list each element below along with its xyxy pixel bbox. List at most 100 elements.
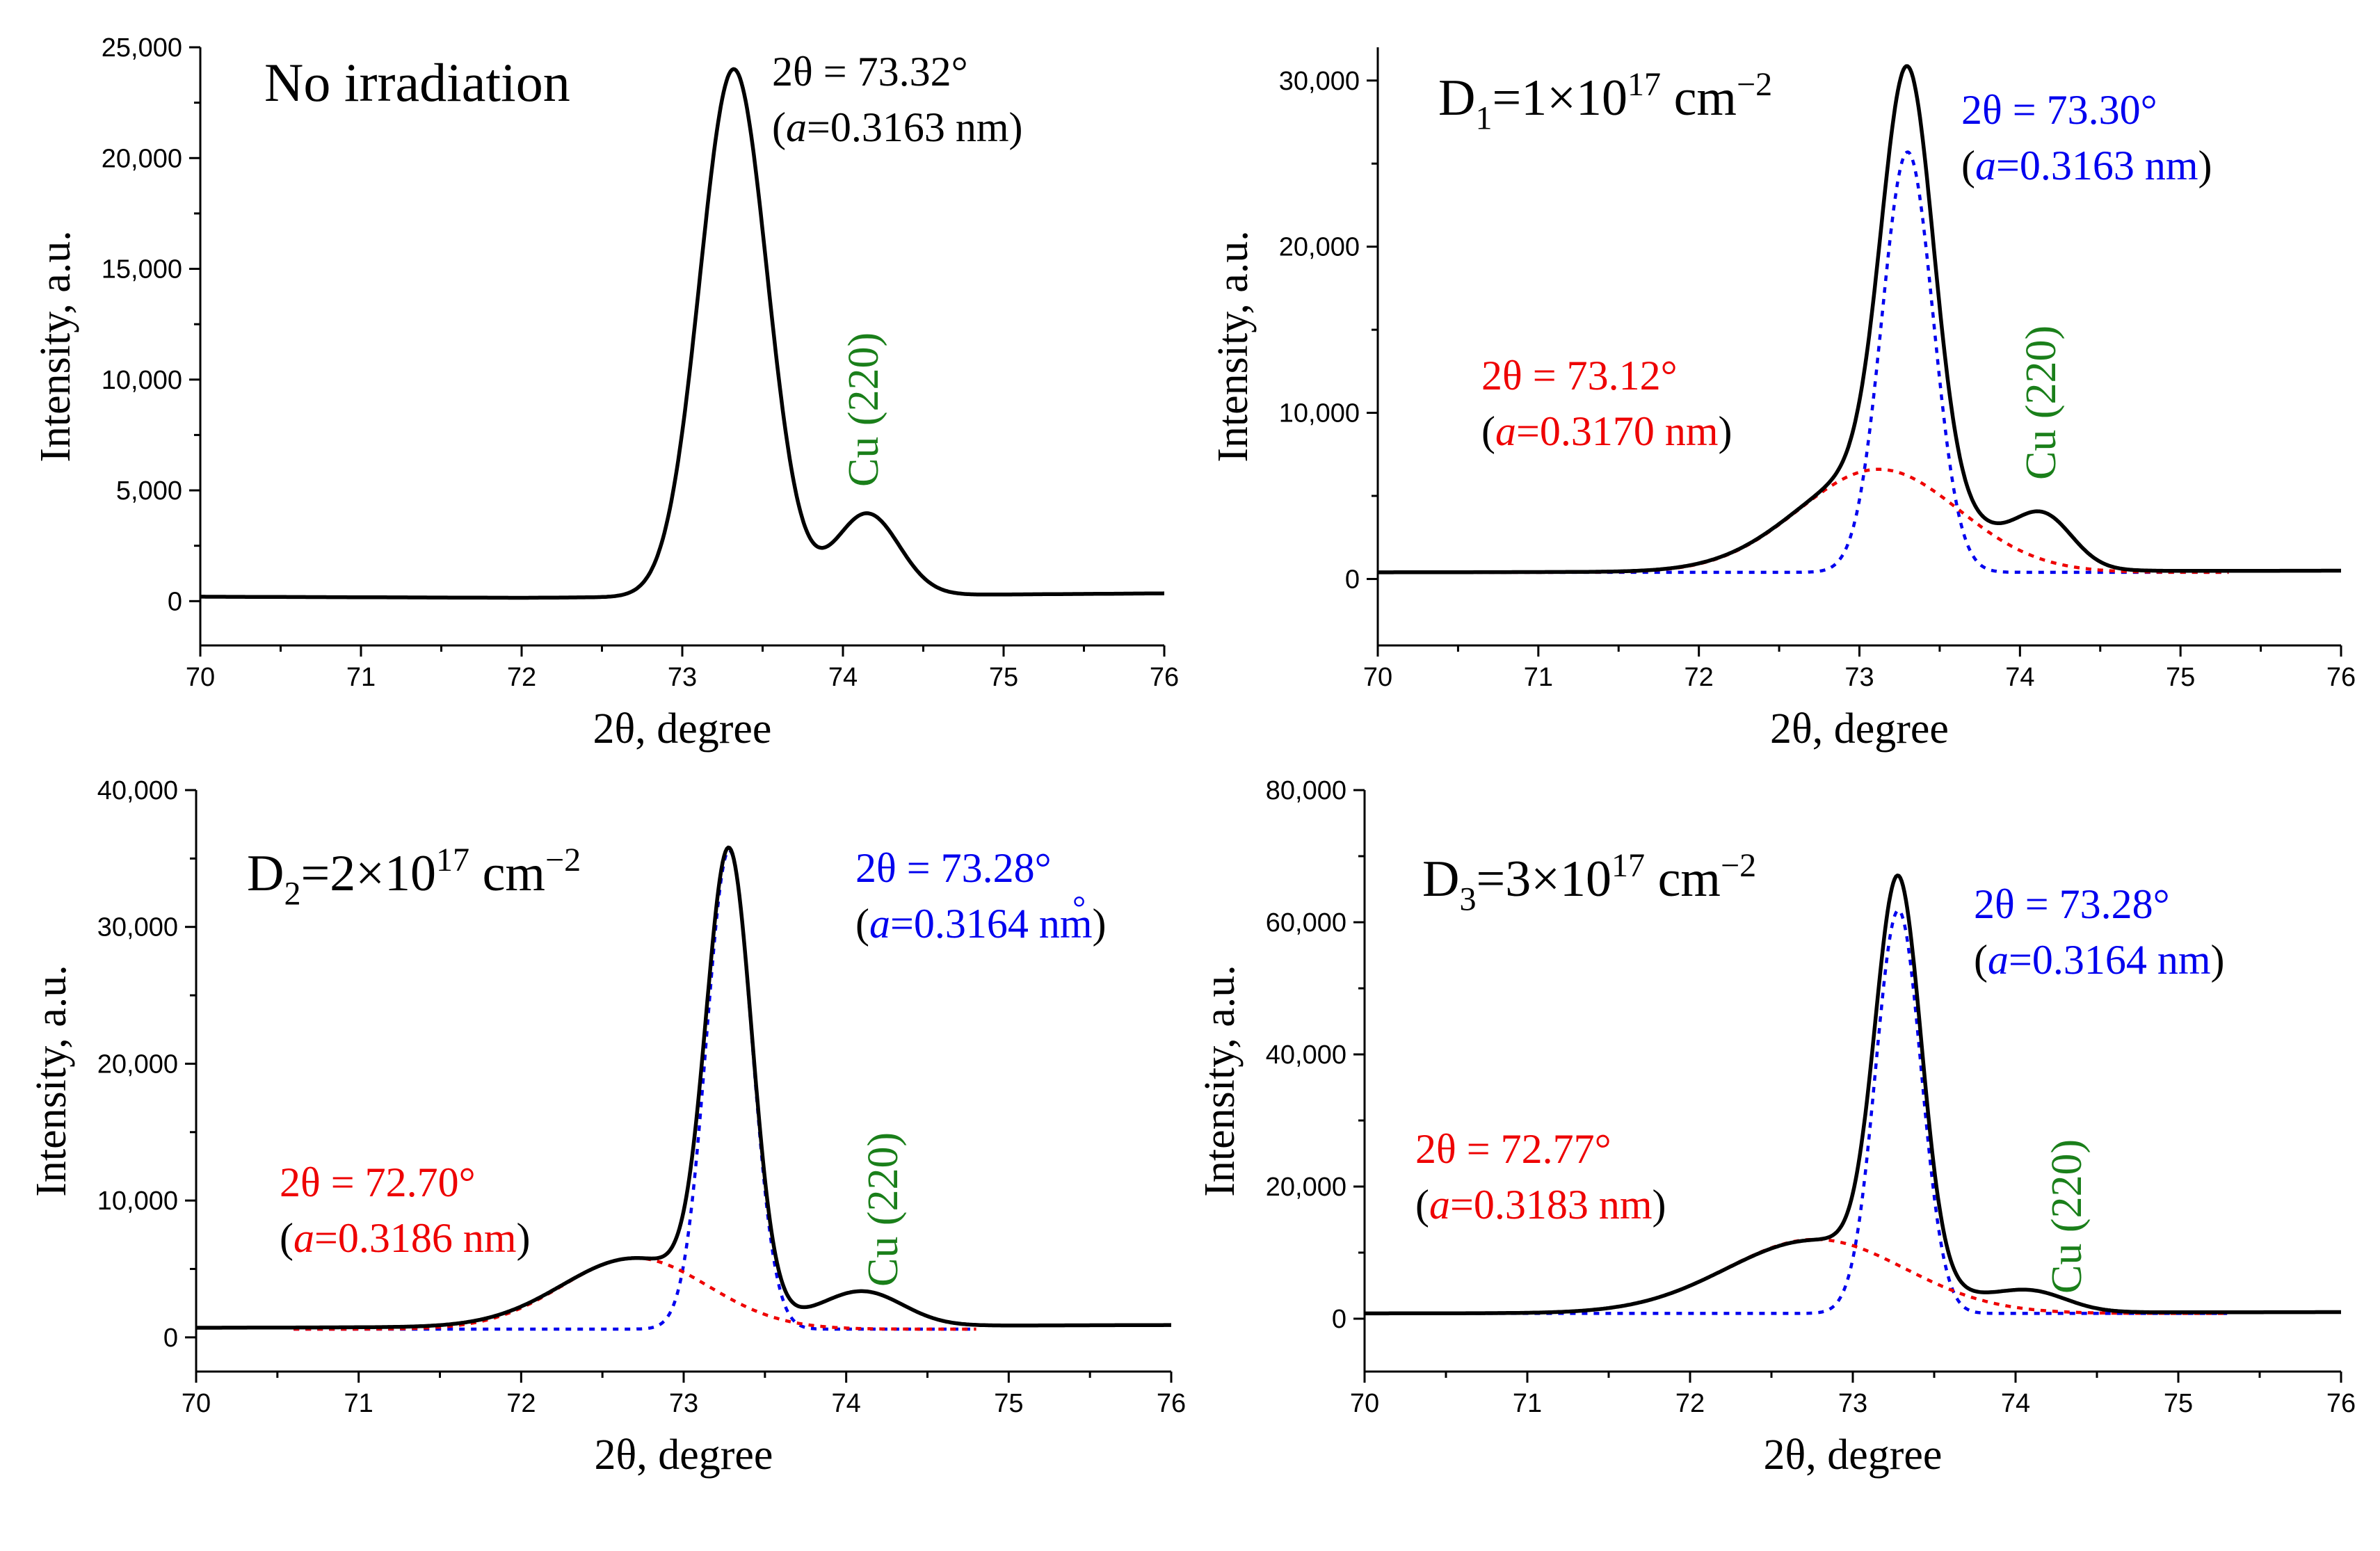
paren-open: ( — [1974, 937, 1988, 983]
paren-close: ) — [2211, 937, 2225, 983]
dose-subscript: 1 — [1475, 100, 1492, 137]
dose-unit-exponent: −2 — [1737, 66, 1772, 103]
x-tick-label: 75 — [989, 663, 1018, 692]
y-tick-label: 20,000 — [102, 144, 182, 173]
x-tick-label: 76 — [2326, 663, 2356, 692]
paren-open: ( — [772, 104, 786, 150]
x-tick-label: 71 — [1513, 1389, 1542, 1418]
dose-exponent: 17 — [1611, 847, 1645, 884]
dose-value: =1×10 — [1493, 70, 1627, 127]
lattice-value: =0.3163 nm — [1996, 143, 2198, 188]
dose-value: =3×10 — [1477, 851, 1611, 908]
main-peak-lattice: (a=0.3163 nm) — [1961, 143, 2212, 188]
main-peak-lattice: (a=0.3163 nm) — [772, 104, 1022, 150]
paren-open: ( — [1481, 408, 1495, 454]
x-tick-label: 71 — [346, 663, 376, 692]
dose-symbol: D — [247, 845, 284, 902]
dose-subscript: 2 — [284, 876, 300, 913]
y-tick-label: 20,000 — [97, 1050, 178, 1079]
x-tick-label: 70 — [182, 1389, 211, 1418]
x-axis-title: 2θ, degree — [595, 1431, 773, 1479]
paren-open: ( — [280, 1215, 294, 1261]
y-axis-title: Intensity, a.u. — [1209, 230, 1257, 462]
y-tick-label: 20,000 — [1266, 1173, 1346, 1202]
dose-unit-exponent: −2 — [1721, 847, 1756, 884]
paren-close: ) — [1009, 104, 1023, 150]
paren-close: ) — [1719, 408, 1732, 454]
x-tick-label: 74 — [828, 663, 858, 692]
cu-220-label: Cu (220) — [2018, 326, 2065, 480]
dose-label: D1=1×1017 cm−2 — [1438, 66, 1772, 137]
x-tick-label: 73 — [669, 1389, 698, 1418]
lattice-symbol: a — [1988, 937, 2009, 983]
x-tick-label: 72 — [507, 663, 536, 692]
x-tick-label: 73 — [1838, 1389, 1867, 1418]
y-axis-title: Intensity, a.u. — [28, 965, 75, 1196]
lattice-value: =0.3163 nm — [807, 104, 1009, 150]
y-tick-label: 5,000 — [116, 476, 182, 506]
dose-subscript: 3 — [1459, 881, 1476, 918]
x-tick-label: 70 — [1363, 663, 1392, 692]
x-tick-label: 73 — [1844, 663, 1874, 692]
paren-close: ) — [1093, 901, 1107, 947]
panel-p2: 70 71 72 73 74 75 76 0 10,000 20,000 30,000 2θ, deg… — [1209, 47, 2356, 753]
series-fit-73_28 — [1380, 908, 2228, 1315]
x-tick-label: 74 — [2005, 663, 2034, 692]
x-tick-label: 76 — [2326, 1389, 2356, 1418]
dose-label: D3=3×1017 cm−2 — [1422, 847, 1756, 918]
y-tick-label: 80,000 — [1266, 776, 1346, 805]
y-tick-label: 10,000 — [1279, 399, 1360, 428]
lattice-symbol: a — [1975, 143, 1996, 188]
x-tick-label: 74 — [2001, 1389, 2030, 1418]
series-measured — [196, 845, 1171, 1330]
lattice-symbol: a — [869, 901, 890, 947]
x-axis-title: 2θ, degree — [1770, 705, 1949, 753]
y-tick-label: 0 — [1345, 565, 1360, 594]
dose-symbol: D — [1438, 70, 1475, 127]
main-peak-angle: 2θ = 73.32° — [772, 49, 968, 95]
lattice-value: =0.3183 nm — [1450, 1182, 1653, 1228]
x-tick-label: 70 — [1350, 1389, 1379, 1418]
ring-mark: ° — [1072, 890, 1086, 926]
lattice-value: =0.3186 nm — [314, 1215, 517, 1261]
y-tick-label: 30,000 — [97, 913, 178, 942]
y-tick-label: 20,000 — [1279, 233, 1360, 262]
shifted-peak-angle: 2θ = 73.12° — [1481, 353, 1678, 399]
shifted-peak-lattice: (a=0.3170 nm) — [1481, 408, 1732, 454]
main-peak-angle: 2θ = 73.28° — [1974, 881, 2170, 927]
dose-exponent: 17 — [436, 842, 469, 878]
lattice-symbol: a — [786, 104, 807, 150]
dose-exponent: 17 — [1627, 66, 1661, 103]
x-tick-label: 75 — [2166, 663, 2195, 692]
series-measured — [200, 67, 1164, 600]
x-axis-title: 2θ, degree — [593, 705, 772, 753]
dose-unit: cm — [1645, 851, 1721, 908]
x-tick-label: 71 — [1524, 663, 1553, 692]
dose-value: =2×10 — [301, 845, 436, 902]
x-tick-label: 76 — [1157, 1389, 1186, 1418]
x-tick-label: 70 — [186, 663, 215, 692]
paren-open: ( — [1961, 143, 1975, 188]
y-tick-label: 30,000 — [1279, 67, 1360, 96]
lattice-value: =0.3164 nm — [890, 901, 1093, 947]
y-tick-label: 25,000 — [102, 33, 182, 63]
dose-unit-exponent: −2 — [545, 842, 581, 878]
y-tick-label: 0 — [1332, 1305, 1346, 1334]
x-tick-label: 71 — [344, 1389, 373, 1418]
y-tick-label: 60,000 — [1266, 908, 1346, 938]
series-measured — [1365, 873, 2341, 1316]
cu-220-label: Cu (220) — [2043, 1139, 2091, 1294]
y-tick-label: 40,000 — [1266, 1040, 1346, 1070]
x-tick-label: 74 — [832, 1389, 861, 1418]
lattice-value: =0.3164 nm — [2009, 937, 2211, 983]
y-axis-title: Intensity, a.u. — [1196, 965, 1244, 1196]
x-tick-label: 75 — [2164, 1389, 2193, 1418]
y-tick-label: 10,000 — [102, 366, 182, 395]
main-peak-angle: 2θ = 73.30° — [1961, 87, 2157, 133]
series-measured — [1378, 64, 2341, 574]
paren-close: ) — [2198, 143, 2212, 188]
x-tick-label: 76 — [1150, 663, 1179, 692]
lattice-symbol: a — [294, 1215, 314, 1261]
dose-symbol: D — [1422, 851, 1459, 908]
